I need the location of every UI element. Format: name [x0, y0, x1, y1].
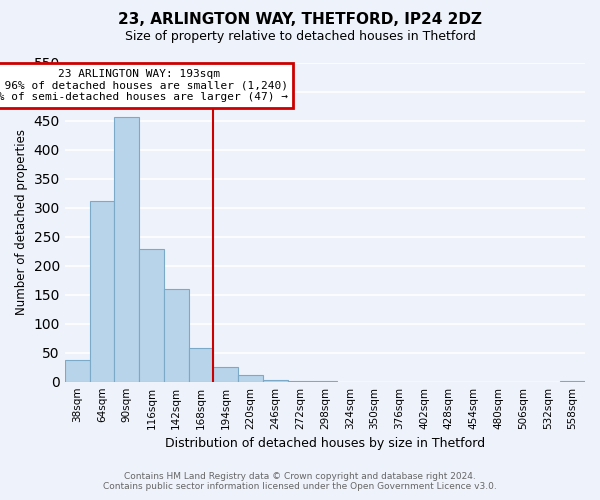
Bar [139, 249, 164, 382]
Bar [89, 202, 115, 382]
Bar [115, 117, 139, 382]
Y-axis label: Number of detached properties: Number of detached properties [15, 130, 28, 316]
Bar [313, 381, 337, 382]
Bar [238, 374, 263, 382]
Text: Contains HM Land Registry data © Crown copyright and database right 2024.
Contai: Contains HM Land Registry data © Crown c… [103, 472, 497, 491]
Text: 23, ARLINGTON WAY, THETFORD, IP24 2DZ: 23, ARLINGTON WAY, THETFORD, IP24 2DZ [118, 12, 482, 28]
X-axis label: Distribution of detached houses by size in Thetford: Distribution of detached houses by size … [165, 437, 485, 450]
Bar [188, 348, 214, 382]
Bar [65, 360, 89, 382]
Text: 23 ARLINGTON WAY: 193sqm
← 96% of detached houses are smaller (1,240)
4% of semi: 23 ARLINGTON WAY: 193sqm ← 96% of detach… [0, 69, 287, 102]
Bar [263, 380, 288, 382]
Bar [560, 380, 585, 382]
Bar [288, 381, 313, 382]
Bar [164, 289, 188, 382]
Bar [214, 367, 238, 382]
Text: Size of property relative to detached houses in Thetford: Size of property relative to detached ho… [125, 30, 475, 43]
